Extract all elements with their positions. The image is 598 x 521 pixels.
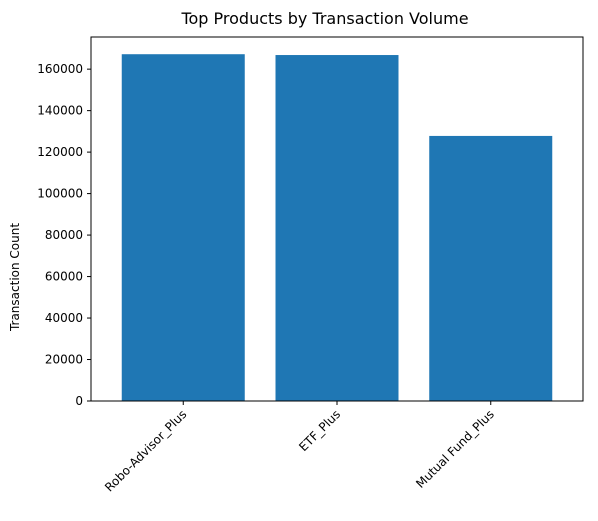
chart-title: Top Products by Transaction Volume — [180, 9, 468, 28]
plot-frame — [90, 36, 584, 402]
y-tick-label: 20000 — [45, 353, 83, 367]
y-tick-label: 100000 — [37, 187, 83, 201]
x-tick-label: ETF_Plus — [296, 407, 343, 454]
bar-etf-plus — [275, 55, 399, 401]
y-tick-label: 120000 — [37, 145, 83, 159]
y-axis-label: Transaction Count — [8, 223, 22, 332]
x-axis-ticks: Robo-Advisor_Plus ETF_Plus Mutual Fund_Plu… — [102, 401, 497, 494]
bar-robo-advisor-plus — [121, 54, 245, 402]
y-tick-label: 80000 — [45, 228, 83, 242]
x-tick-label: Robo-Advisor_Plus — [102, 407, 189, 494]
y-tick-label: 160000 — [37, 62, 83, 76]
y-axis-ticks: 0 20000 40000 60000 80000 100000 120000 140000 1… — [37, 62, 91, 408]
y-tick-label: 140000 — [37, 104, 83, 118]
x-tick-label: Mutual Fund_Plus — [413, 407, 497, 491]
bars-group — [121, 54, 553, 402]
plot-spines — [90, 36, 584, 402]
bar-mutual-fund-plus — [429, 135, 553, 401]
y-tick-label: 0 — [75, 394, 83, 408]
y-tick-label: 40000 — [45, 311, 83, 325]
y-tick-label: 60000 — [45, 270, 83, 284]
